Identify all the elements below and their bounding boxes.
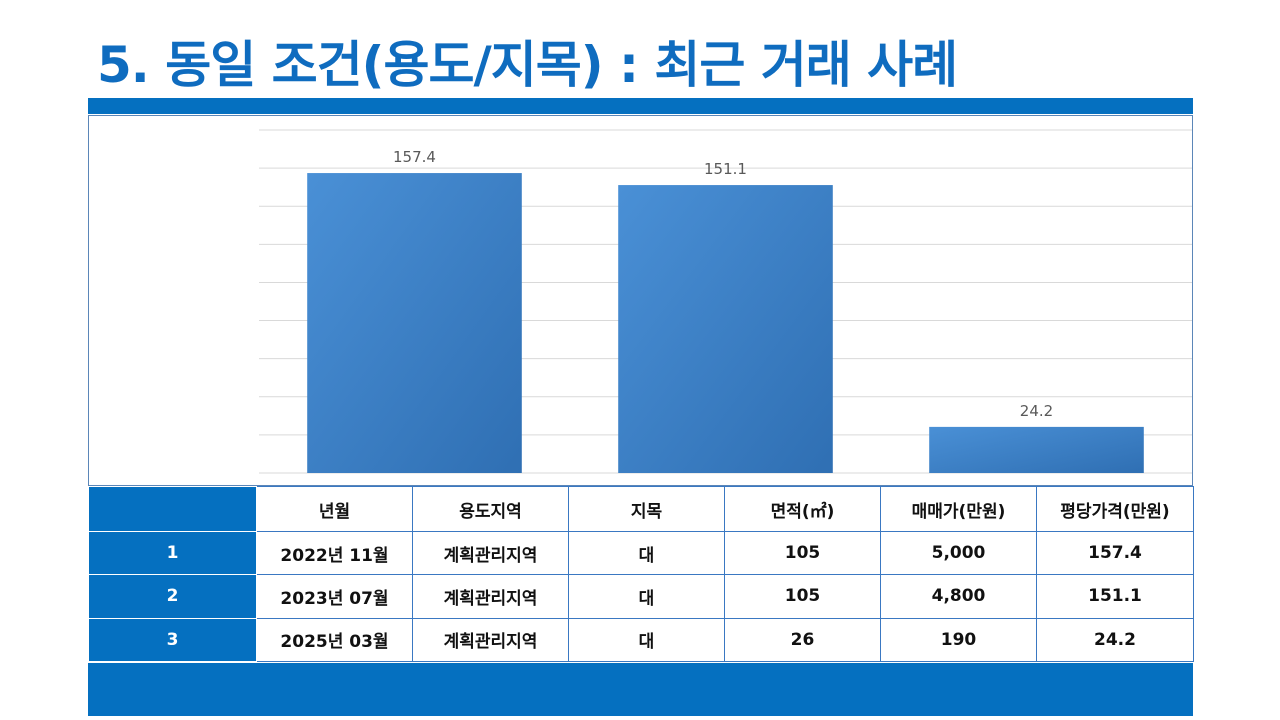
cell-area: 26: [724, 617, 881, 663]
cell-land-category: 대: [568, 617, 725, 663]
table-header-row: 년월 용도지역 지목 면적(㎡) 매매가(만원) 평당가격(만원): [88, 486, 1194, 532]
row-index: 2: [88, 574, 257, 619]
table-row: 1 2022년 11월 계획관리지역 대 105 5,000 157.4: [88, 530, 1194, 576]
table-row: 3 2025년 03월 계획관리지역 대 26 190 24.2: [88, 617, 1194, 663]
bar-chart: 157.4 151.1 24.2: [259, 129, 1192, 474]
cell-area: 105: [724, 530, 881, 576]
footer-bar: [88, 663, 1193, 716]
page-title: 5. 동일 조건(용도/지목) : 최근 거래 사례: [97, 36, 958, 94]
bars: [307, 173, 1144, 473]
header-date: 년월: [256, 486, 413, 532]
bar-2: [618, 185, 833, 473]
cell-price: 190: [880, 617, 1037, 663]
header-price-per-pyeong: 평당가격(만원): [1036, 486, 1194, 532]
cell-date: 2023년 07월: [256, 574, 413, 619]
data-label-3: 24.2: [1020, 402, 1053, 420]
cell-zoning: 계획관리지역: [412, 530, 569, 576]
header-land-category: 지목: [568, 486, 725, 532]
row-index: 3: [88, 617, 257, 663]
bar-3: [929, 426, 1144, 473]
cell-price-per-pyeong: 157.4: [1036, 530, 1194, 576]
header-zoning: 용도지역: [412, 486, 569, 532]
cell-date: 2022년 11월: [256, 530, 413, 576]
transaction-table: 년월 용도지역 지목 면적(㎡) 매매가(만원) 평당가격(만원) 1 2022…: [88, 486, 1194, 663]
header-area: 면적(㎡): [724, 486, 881, 532]
cell-area: 105: [724, 574, 881, 619]
bar-1: [307, 173, 522, 473]
cell-zoning: 계획관리지역: [412, 574, 569, 619]
cell-price: 4,800: [880, 574, 1037, 619]
cell-land-category: 대: [568, 530, 725, 576]
cell-zoning: 계획관리지역: [412, 617, 569, 663]
cell-price: 5,000: [880, 530, 1037, 576]
header-price: 매매가(만원): [880, 486, 1037, 532]
data-label-1: 157.4: [393, 148, 436, 166]
row-index: 1: [88, 530, 257, 576]
cell-price-per-pyeong: 151.1: [1036, 574, 1194, 619]
cell-land-category: 대: [568, 574, 725, 619]
cell-price-per-pyeong: 24.2: [1036, 617, 1194, 663]
chart-area: 157.4 151.1 24.2: [88, 115, 1193, 486]
cell-date: 2025년 03월: [256, 617, 413, 663]
header-corner: [88, 486, 257, 532]
table-row: 2 2023년 07월 계획관리지역 대 105 4,800 151.1: [88, 574, 1194, 619]
data-label-2: 151.1: [704, 160, 747, 178]
title-underline-bar: [88, 98, 1193, 114]
data-labels: 157.4 151.1 24.2: [393, 148, 1053, 420]
